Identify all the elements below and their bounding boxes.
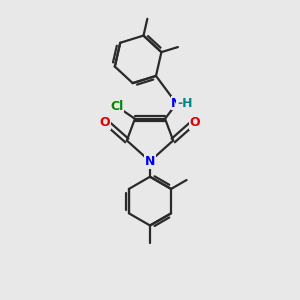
Text: -H: -H — [177, 97, 192, 110]
Text: O: O — [190, 116, 200, 129]
Text: Cl: Cl — [110, 100, 123, 113]
Text: N: N — [171, 97, 182, 110]
Text: O: O — [100, 116, 110, 129]
Text: N: N — [145, 155, 155, 168]
